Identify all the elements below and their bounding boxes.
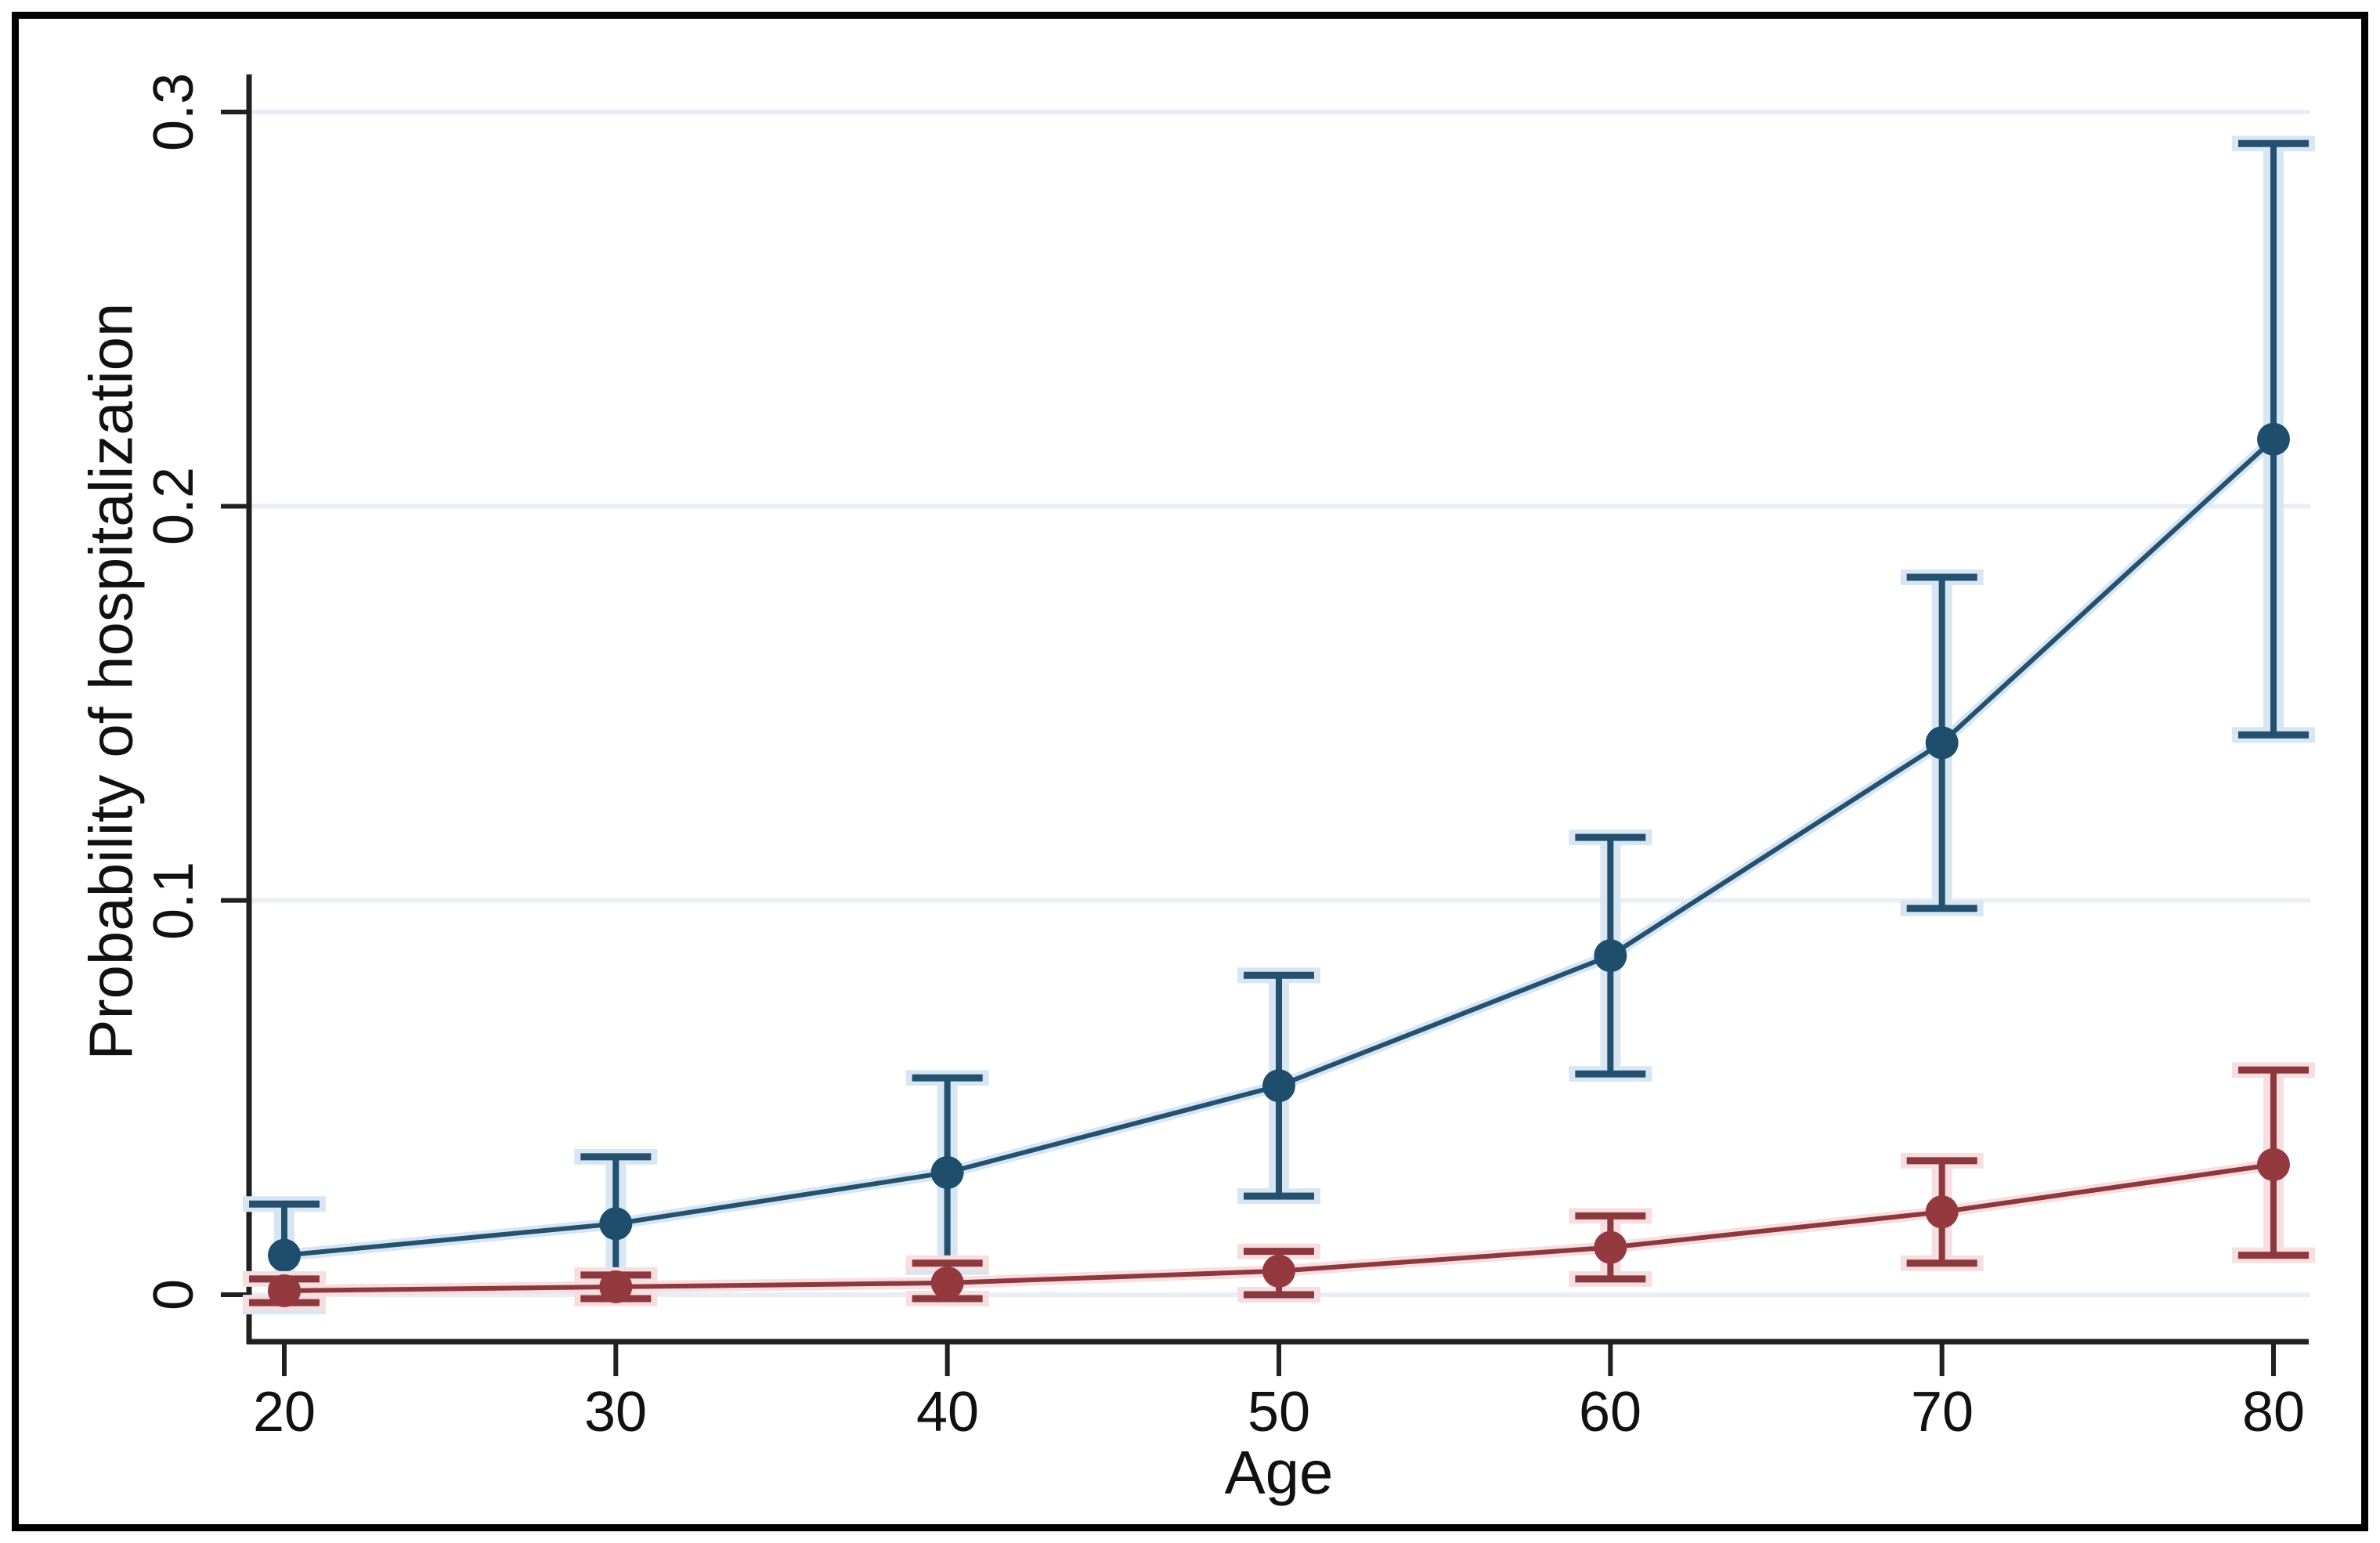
- navy-series-marker: [2256, 422, 2290, 456]
- x-tick-label: 20: [252, 1381, 316, 1444]
- navy-series-marker: [268, 1238, 301, 1272]
- x-tick-label: 70: [1910, 1381, 1974, 1444]
- maroon-series-marker: [2256, 1147, 2290, 1181]
- x-tick-label: 60: [1578, 1381, 1642, 1444]
- y-tick-label: 0.3: [143, 72, 205, 152]
- navy-series-marker: [930, 1155, 964, 1189]
- navy-series-marker: [1262, 1069, 1295, 1103]
- y-tick-label: 0: [143, 1278, 205, 1311]
- x-tick-label: 30: [583, 1381, 648, 1444]
- maroon-series-marker: [268, 1274, 301, 1307]
- x-tick-label: 40: [916, 1381, 980, 1444]
- navy-series-marker: [1925, 726, 1959, 760]
- maroon-series-marker: [930, 1266, 964, 1299]
- y-tick-label: 0.1: [143, 861, 205, 941]
- x-tick-label: 50: [1247, 1381, 1311, 1444]
- maroon-series-marker: [1925, 1195, 1959, 1229]
- y-axis-title: Probability of hospitalization: [76, 302, 146, 1061]
- maroon-series-marker: [1594, 1230, 1627, 1264]
- y-tick-label: 0.2: [143, 466, 205, 546]
- x-tick-label: 80: [2241, 1381, 2306, 1444]
- maroon-series-marker: [1262, 1254, 1295, 1288]
- x-axis-title: Age: [1224, 1437, 1334, 1507]
- navy-series-marker: [599, 1207, 633, 1241]
- maroon-series-marker: [599, 1270, 633, 1303]
- navy-series-marker: [1594, 939, 1627, 973]
